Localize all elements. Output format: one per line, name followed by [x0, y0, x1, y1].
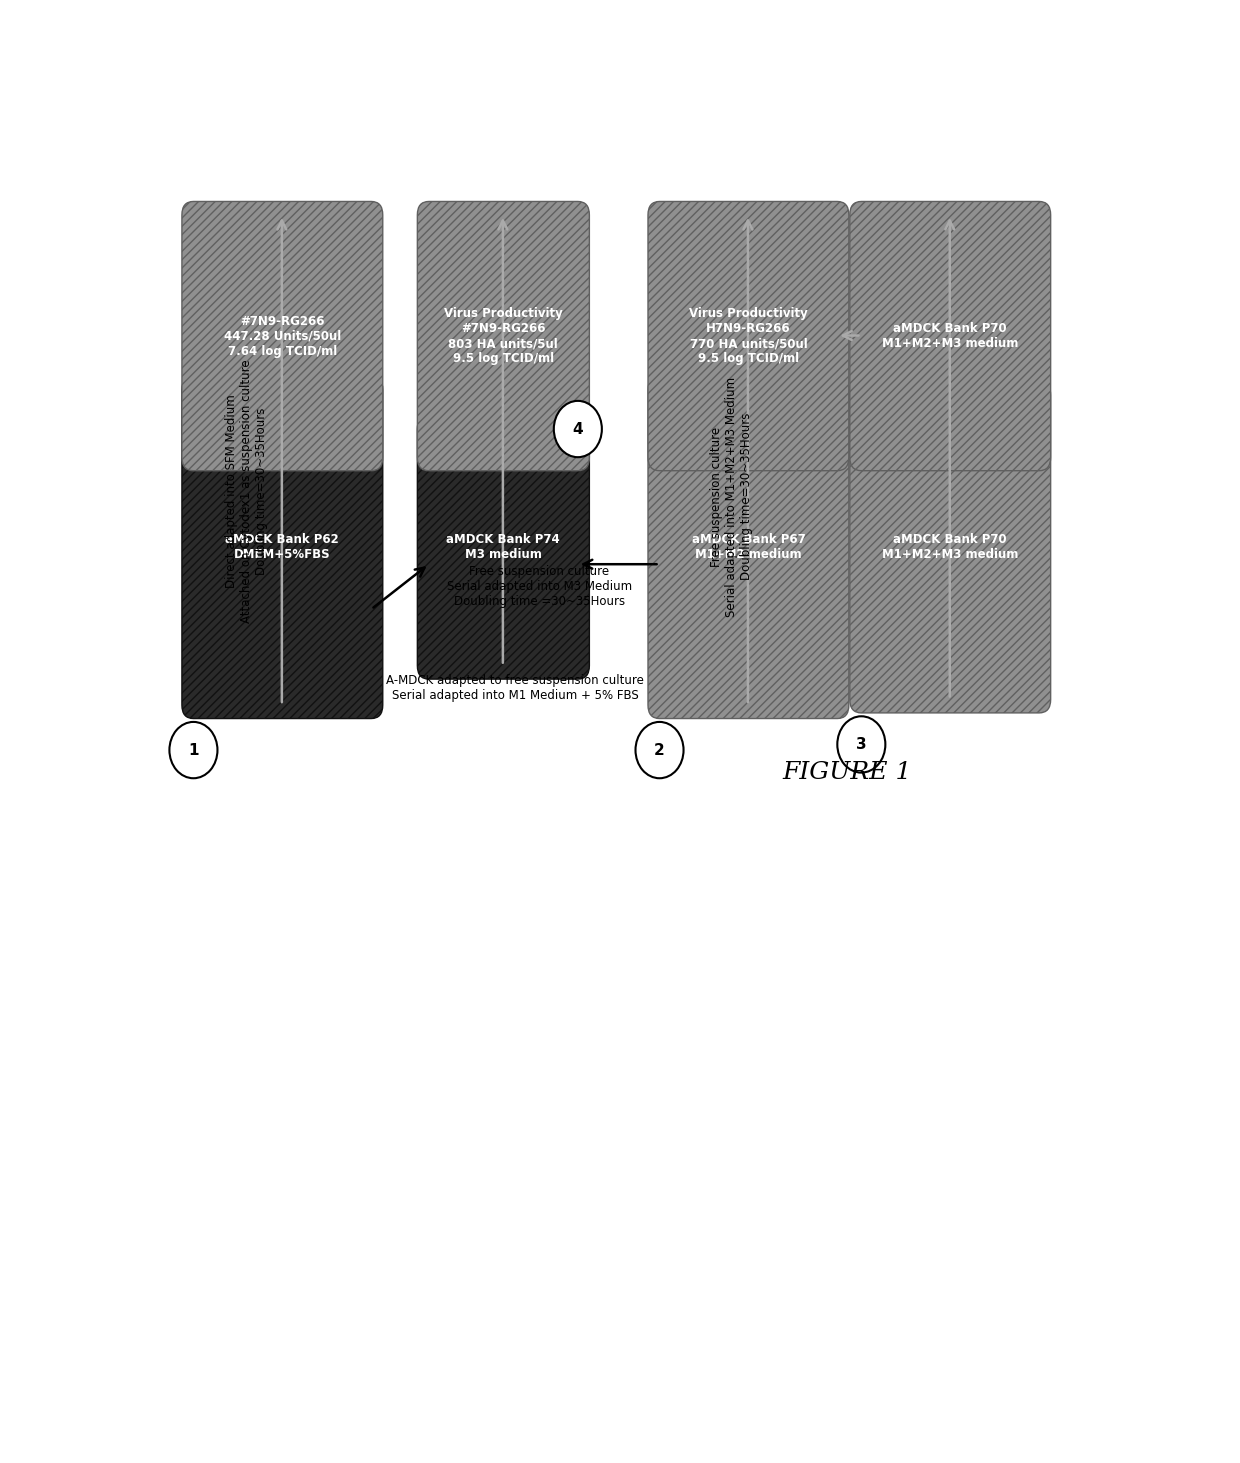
Text: 1: 1 — [188, 743, 198, 758]
Text: aMDCK Bank P70
M1+M2+M3 medium: aMDCK Bank P70 M1+M2+M3 medium — [882, 322, 1018, 350]
Text: 3: 3 — [856, 737, 867, 752]
Text: Virus Productivity
#7N9-RG266
803 HA units/5ul
9.5 log TCID/ml: Virus Productivity #7N9-RG266 803 HA uni… — [444, 307, 563, 366]
Text: aMDCK Bank P74
M3 medium: aMDCK Bank P74 M3 medium — [446, 534, 560, 562]
Text: A-MDCK adapted to free suspension culture
Serial adapted into M1 Medium + 5% FBS: A-MDCK adapted to free suspension cultur… — [387, 674, 645, 702]
Text: Direct adapted into SFM Medium
Attached on Cytodex1 as suspension culture
Doubli: Direct adapted into SFM Medium Attached … — [224, 360, 268, 623]
FancyBboxPatch shape — [649, 376, 849, 718]
FancyBboxPatch shape — [849, 382, 1050, 712]
Text: 4: 4 — [573, 421, 583, 436]
Text: #7N9-RG266
447.28 Units/50ul
7.64 log TCID/ml: #7N9-RG266 447.28 Units/50ul 7.64 log TC… — [223, 315, 341, 357]
Circle shape — [636, 721, 683, 778]
Text: FIGURE 1: FIGURE 1 — [782, 761, 911, 784]
FancyBboxPatch shape — [418, 202, 589, 471]
Circle shape — [170, 721, 217, 778]
FancyBboxPatch shape — [182, 376, 383, 718]
Circle shape — [554, 401, 601, 456]
FancyBboxPatch shape — [418, 415, 589, 679]
Text: aMDCK Bank P70
M1+M2+M3 medium: aMDCK Bank P70 M1+M2+M3 medium — [882, 534, 1018, 562]
Circle shape — [837, 717, 885, 772]
Text: aMDCK Bank P62
DMEM+5%FBS: aMDCK Bank P62 DMEM+5%FBS — [226, 534, 340, 562]
Text: Virus Productivity
H7N9-RG266
770 HA units/50ul
9.5 log TCID/ml: Virus Productivity H7N9-RG266 770 HA uni… — [689, 307, 807, 366]
Text: Free suspension culture
Serial adapted into M3 Medium
Doubling time =30~35Hours: Free suspension culture Serial adapted i… — [446, 565, 632, 609]
Text: Free suspension culture
Serial adapted into M1+M2+M3 Medium
Doubling time=30~35H: Free suspension culture Serial adapted i… — [711, 376, 753, 617]
FancyBboxPatch shape — [649, 202, 849, 471]
Text: aMDCK Bank P67
M1+M2 medium: aMDCK Bank P67 M1+M2 medium — [692, 534, 805, 562]
Text: 2: 2 — [655, 743, 665, 758]
FancyBboxPatch shape — [849, 202, 1050, 471]
FancyBboxPatch shape — [182, 202, 383, 471]
